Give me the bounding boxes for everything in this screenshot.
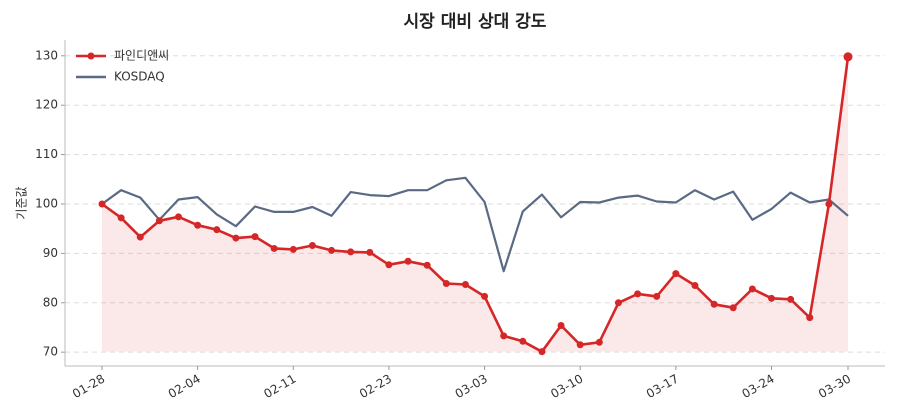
marker — [576, 341, 584, 349]
line — [101, 176, 849, 273]
x-tick-label: 03-10 — [548, 372, 585, 402]
marker — [557, 321, 565, 329]
area-fill — [102, 56, 848, 352]
marker — [767, 294, 775, 302]
y-axis-label: 기준값 — [15, 186, 29, 219]
marker — [710, 300, 718, 308]
marker — [481, 292, 489, 300]
marker — [843, 52, 853, 62]
marker — [461, 281, 469, 288]
marker — [729, 304, 737, 312]
marker — [289, 245, 297, 253]
legend-marker — [87, 52, 95, 60]
legend-label: KOSDAQ — [114, 70, 165, 84]
marker — [787, 295, 795, 303]
marker — [308, 241, 316, 249]
marker — [806, 314, 814, 322]
marker — [347, 248, 355, 256]
x-tick-label: 03-03 — [453, 372, 490, 402]
marker — [251, 233, 259, 241]
legend-label: 파인디앤씨 — [114, 49, 169, 63]
marker — [194, 221, 202, 229]
chart-title: 시장 대비 상대 강도 — [404, 12, 547, 32]
y-tick-label: 130 — [35, 48, 58, 62]
marker — [213, 226, 221, 234]
marker — [825, 200, 833, 208]
marker — [748, 285, 756, 293]
y-tick-label: 110 — [35, 147, 58, 161]
marker — [366, 248, 374, 256]
marker — [232, 234, 240, 242]
y-tick-label: 90 — [43, 246, 58, 260]
line — [101, 56, 850, 353]
marker — [270, 244, 278, 252]
marker — [423, 261, 431, 269]
marker — [136, 233, 144, 241]
marker — [155, 217, 163, 225]
x-tick-label: 03-24 — [740, 372, 777, 402]
marker — [500, 332, 508, 340]
y-tick-label: 80 — [43, 295, 58, 309]
x-tick-label: 02-04 — [166, 372, 203, 402]
marker — [653, 292, 661, 300]
y-tick-label: 70 — [43, 345, 58, 359]
marker — [595, 338, 603, 346]
x-tick-label: 03-30 — [816, 372, 853, 402]
marker — [117, 214, 125, 222]
marker — [442, 280, 450, 288]
marker — [519, 337, 527, 345]
marker — [404, 257, 412, 265]
x-tick-label: 02-11 — [261, 372, 298, 402]
marker — [538, 348, 546, 356]
x-tick-label: 02-23 — [357, 372, 394, 402]
x-tick-label: 03-17 — [644, 372, 681, 402]
marker — [634, 290, 642, 298]
y-tick-label: 120 — [35, 98, 58, 112]
marker — [691, 281, 699, 289]
marker — [98, 200, 106, 208]
marker — [328, 246, 336, 254]
marker — [175, 213, 183, 221]
marker — [614, 299, 622, 307]
x-tick-label: 01-28 — [70, 372, 107, 402]
marker — [385, 261, 393, 269]
y-tick-label: 100 — [35, 196, 58, 210]
marker — [672, 270, 680, 278]
